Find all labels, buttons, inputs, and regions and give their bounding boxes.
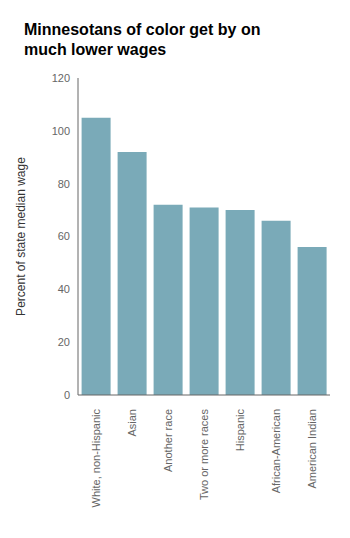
svg-text:20: 20 [58,336,70,348]
svg-text:Hispanic: Hispanic [234,409,246,452]
svg-text:Percent of state median wage: Percent of state median wage [14,157,28,316]
svg-text:American Indian: American Indian [306,409,318,489]
svg-text:40: 40 [58,283,70,295]
svg-text:120: 120 [52,72,70,84]
svg-text:Another race: Another race [162,409,174,472]
svg-text:60: 60 [58,230,70,242]
svg-text:0: 0 [64,389,70,401]
html-text:much lower wages: much lower wages [24,41,167,58]
svg-text:White, non-Hispanic: White, non-Hispanic [90,409,102,508]
svg-text:100: 100 [52,125,70,137]
html-text:Minnesotans of color get by on: Minnesotans of color get by on [24,21,261,38]
svg-text:African-American: African-American [270,409,282,493]
svg-text:Asian: Asian [126,409,138,437]
svg-text:80: 80 [58,178,70,190]
svg-text:Two or more races: Two or more races [198,409,210,501]
